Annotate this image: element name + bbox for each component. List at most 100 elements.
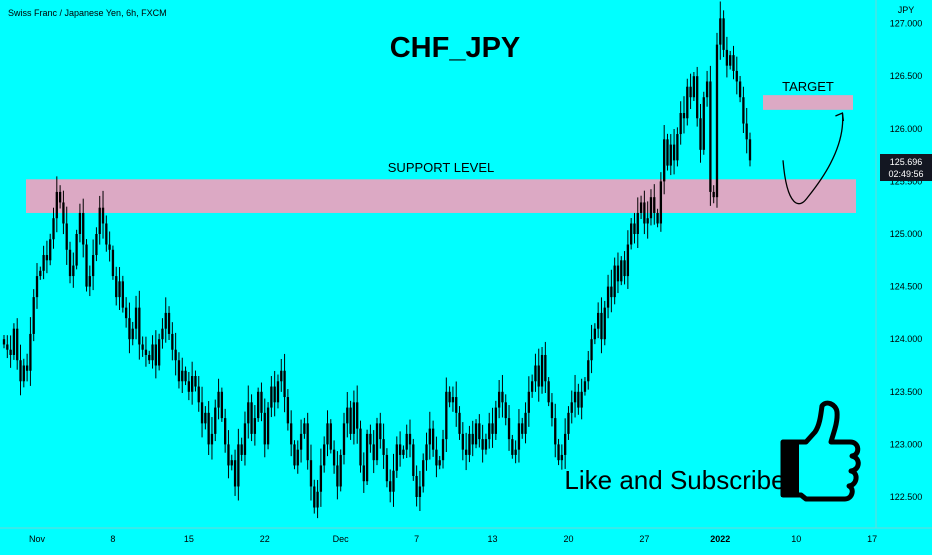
candle-body [620, 260, 623, 282]
candle [491, 407, 494, 448]
candle [105, 215, 108, 252]
candle-body [207, 412, 210, 445]
candle [702, 91, 705, 155]
candle [32, 289, 35, 342]
candle [250, 394, 253, 442]
candle-body [580, 391, 583, 408]
candle-body [352, 402, 356, 434]
candle-body [418, 486, 422, 497]
candle-body [85, 244, 88, 287]
candle [620, 256, 623, 286]
candle [240, 437, 243, 461]
candle-body [22, 365, 25, 382]
candle-body [715, 44, 719, 198]
candle-body [190, 376, 194, 392]
candle-body [72, 265, 75, 277]
candle-body [45, 255, 49, 261]
candle [484, 433, 488, 455]
candle [359, 420, 362, 473]
candle [85, 239, 88, 292]
candle-body [689, 86, 692, 98]
candle-body [121, 281, 124, 308]
price-tick-label: 124.500 [890, 282, 923, 292]
current-price: 125.696 [890, 157, 923, 167]
candle-body [646, 218, 649, 224]
price-tick-label: 123.000 [890, 439, 923, 449]
candle-body [266, 407, 270, 445]
candle [550, 393, 554, 427]
candle-body [725, 49, 729, 66]
symbol-description[interactable]: Swiss Franc / Japanese Yen, 6h, FXCM [8, 8, 167, 18]
candle-body [613, 265, 616, 298]
candle [563, 418, 567, 469]
candle [656, 208, 659, 228]
candle-body [339, 454, 342, 487]
candle-body [445, 391, 448, 440]
candle [115, 266, 118, 306]
candle-body [597, 312, 600, 329]
candle-body [78, 212, 82, 234]
candle [303, 417, 306, 439]
candle [577, 383, 580, 415]
candle [494, 400, 497, 440]
candle [544, 341, 547, 394]
time-tick-label: 15 [184, 534, 194, 544]
candle-body [233, 460, 237, 487]
candle [283, 353, 286, 413]
candle-body [639, 202, 643, 213]
candle [164, 297, 167, 343]
candle-body [455, 397, 458, 413]
candle [521, 417, 524, 439]
candle [547, 377, 550, 407]
candle [313, 479, 316, 514]
time-tick-label: 17 [867, 534, 877, 544]
candle [9, 335, 12, 368]
bar-countdown: 02:49:56 [888, 169, 923, 179]
candle-body [481, 439, 484, 450]
candle-body [91, 255, 95, 277]
candle-body [663, 139, 666, 182]
candle-body [501, 391, 504, 403]
candle-body [719, 18, 722, 45]
candle-body [441, 439, 445, 461]
price-badge: 125.696 02:49:56 [880, 154, 932, 181]
candle-body [517, 423, 521, 450]
candle [676, 127, 679, 167]
candle-body [659, 181, 663, 224]
candle [184, 366, 187, 386]
candle-body [705, 81, 709, 98]
candle-body [402, 449, 405, 455]
candle [382, 423, 385, 469]
candle-body [540, 354, 544, 387]
candle-body [464, 449, 468, 455]
candle-body [448, 391, 451, 403]
candle-body [577, 391, 580, 408]
candle-body [187, 381, 191, 392]
candle-body [521, 423, 524, 434]
candle [633, 212, 636, 244]
candle [131, 321, 134, 346]
candle-body [35, 276, 39, 298]
candle-body [616, 265, 620, 282]
candle-body [461, 433, 464, 450]
candle-body [194, 376, 197, 387]
candle-body [95, 234, 98, 256]
candle [336, 451, 339, 500]
candle-body [484, 439, 488, 450]
candle [597, 302, 600, 339]
candle [247, 385, 250, 439]
candle-body [379, 423, 382, 440]
candle [725, 36, 729, 78]
candle-body [573, 391, 577, 403]
candle [187, 372, 191, 401]
candle-body [174, 349, 177, 361]
candle [177, 352, 181, 389]
candle [669, 134, 672, 176]
candle-body [527, 391, 530, 413]
candle [517, 409, 521, 463]
candle [197, 376, 200, 412]
candle-body [478, 423, 481, 440]
candle [646, 201, 649, 239]
